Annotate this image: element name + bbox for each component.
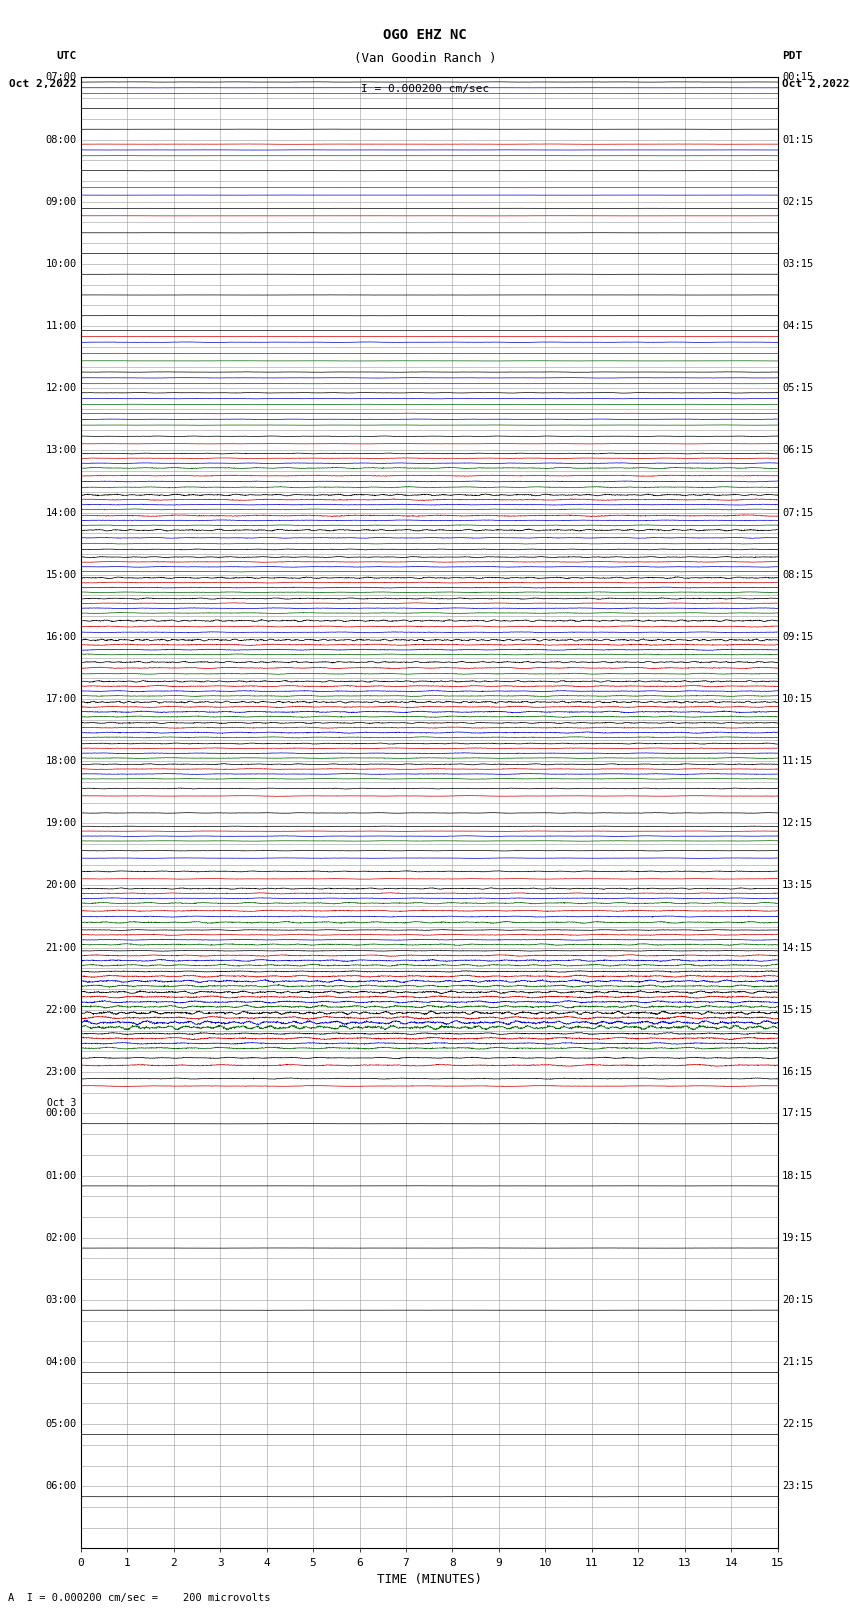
Text: 11:00: 11:00	[45, 321, 76, 331]
Text: 12:00: 12:00	[45, 384, 76, 394]
Text: Oct 3: Oct 3	[47, 1098, 76, 1108]
Text: 15:00: 15:00	[45, 569, 76, 579]
Text: 04:15: 04:15	[782, 321, 813, 331]
Text: 02:00: 02:00	[45, 1232, 76, 1242]
Text: 09:00: 09:00	[45, 197, 76, 206]
Text: Oct 2,2022: Oct 2,2022	[9, 79, 76, 89]
Text: 07:15: 07:15	[782, 508, 813, 518]
Text: 16:00: 16:00	[45, 632, 76, 642]
Text: Oct 2,2022: Oct 2,2022	[782, 79, 849, 89]
Text: I = 0.000200 cm/sec: I = 0.000200 cm/sec	[361, 84, 489, 94]
Text: 10:00: 10:00	[45, 260, 76, 269]
Text: 10:15: 10:15	[782, 694, 813, 703]
Text: 06:00: 06:00	[45, 1481, 76, 1492]
Text: 20:00: 20:00	[45, 881, 76, 890]
Text: 14:15: 14:15	[782, 942, 813, 953]
Text: 19:00: 19:00	[45, 818, 76, 829]
Text: 19:15: 19:15	[782, 1232, 813, 1242]
Text: 08:15: 08:15	[782, 569, 813, 579]
Text: 20:15: 20:15	[782, 1295, 813, 1305]
Text: 02:15: 02:15	[782, 197, 813, 206]
Text: 01:15: 01:15	[782, 134, 813, 145]
Text: 00:15: 00:15	[782, 73, 813, 82]
Text: OGO EHZ NC: OGO EHZ NC	[383, 27, 467, 42]
Text: 18:15: 18:15	[782, 1171, 813, 1181]
Text: 21:15: 21:15	[782, 1357, 813, 1366]
Text: 04:00: 04:00	[45, 1357, 76, 1366]
Text: 13:00: 13:00	[45, 445, 76, 455]
Text: 06:15: 06:15	[782, 445, 813, 455]
Text: A  I = 0.000200 cm/sec =    200 microvolts: A I = 0.000200 cm/sec = 200 microvolts	[8, 1594, 271, 1603]
Text: 13:15: 13:15	[782, 881, 813, 890]
Text: 09:15: 09:15	[782, 632, 813, 642]
Text: 08:00: 08:00	[45, 134, 76, 145]
Text: 17:15: 17:15	[782, 1108, 813, 1118]
X-axis label: TIME (MINUTES): TIME (MINUTES)	[377, 1573, 482, 1586]
Text: PDT: PDT	[782, 52, 802, 61]
Text: 18:00: 18:00	[45, 756, 76, 766]
Text: 22:00: 22:00	[45, 1005, 76, 1015]
Text: 05:15: 05:15	[782, 384, 813, 394]
Text: (Van Goodin Ranch ): (Van Goodin Ranch )	[354, 52, 496, 65]
Text: 23:15: 23:15	[782, 1481, 813, 1492]
Text: UTC: UTC	[56, 52, 76, 61]
Text: 16:15: 16:15	[782, 1066, 813, 1077]
Text: 05:00: 05:00	[45, 1419, 76, 1429]
Text: 00:00: 00:00	[45, 1108, 76, 1118]
Text: 11:15: 11:15	[782, 756, 813, 766]
Text: 03:15: 03:15	[782, 260, 813, 269]
Text: 03:00: 03:00	[45, 1295, 76, 1305]
Text: 23:00: 23:00	[45, 1066, 76, 1077]
Text: 14:00: 14:00	[45, 508, 76, 518]
Text: 01:00: 01:00	[45, 1171, 76, 1181]
Text: 15:15: 15:15	[782, 1005, 813, 1015]
Text: 07:00: 07:00	[45, 73, 76, 82]
Text: 17:00: 17:00	[45, 694, 76, 703]
Text: 22:15: 22:15	[782, 1419, 813, 1429]
Text: 21:00: 21:00	[45, 942, 76, 953]
Text: 12:15: 12:15	[782, 818, 813, 829]
